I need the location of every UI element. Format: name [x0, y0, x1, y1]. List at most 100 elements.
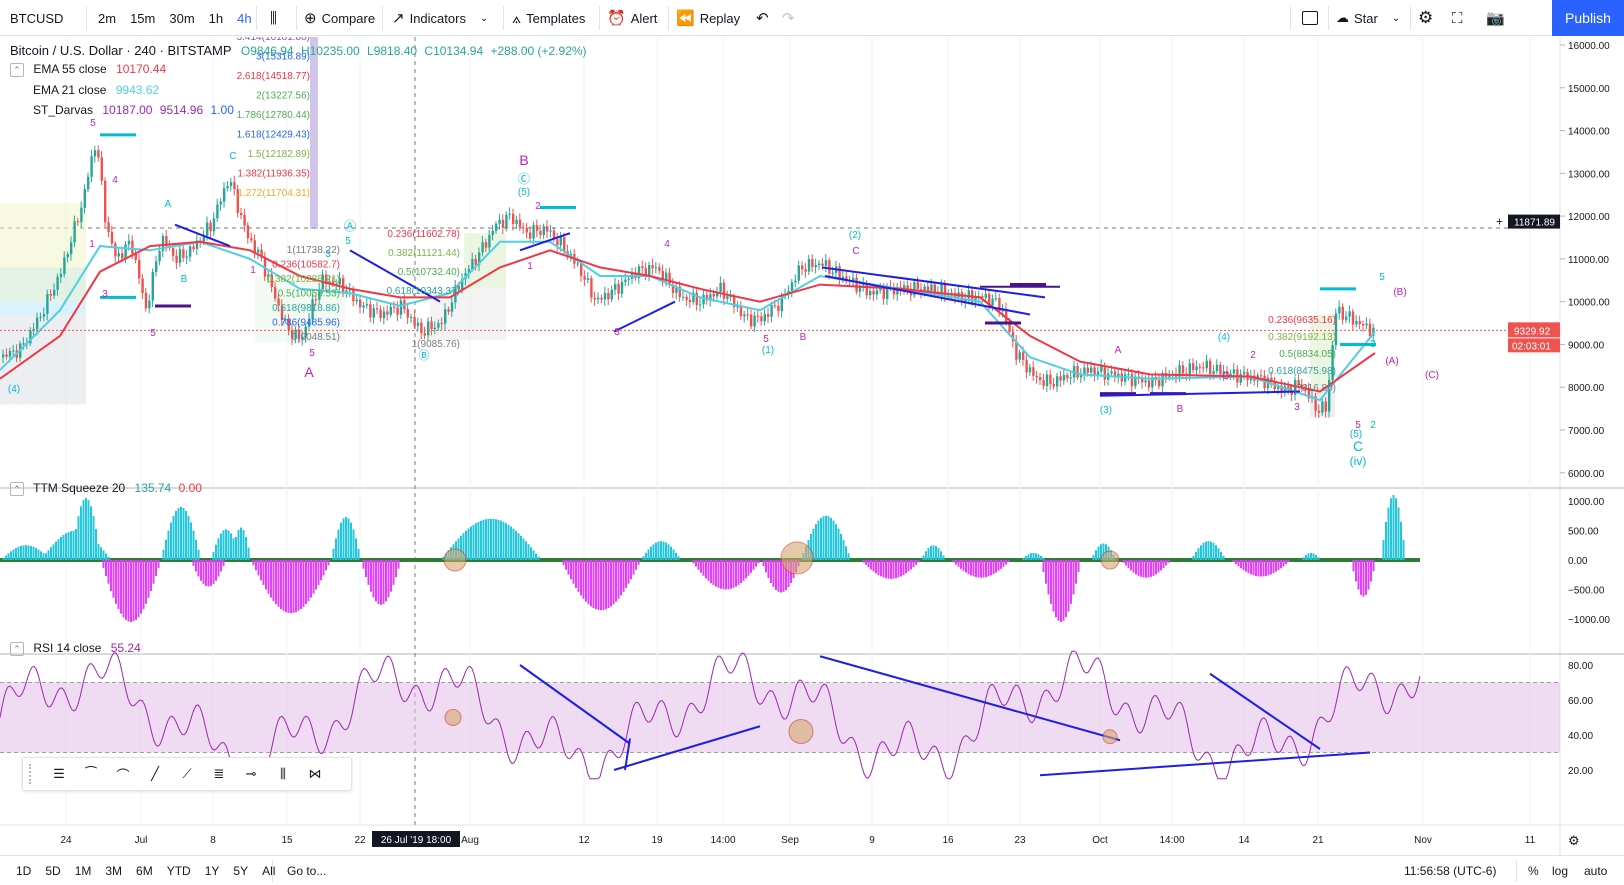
replay-button[interactable]: ⏪ Replay — [676, 0, 740, 36]
squeeze-bar — [772, 560, 775, 587]
collapse-icon[interactable]: ⌃ — [10, 481, 24, 496]
wave-label: A — [165, 199, 172, 210]
squeeze-bar — [485, 519, 487, 560]
squeeze-bar — [972, 560, 975, 577]
trend-lines[interactable] — [174, 223, 1301, 397]
drawing-toolbar[interactable]: ☰ ⁀ ⌒ ╱ ⟋ ≣ ⊸ ⫼ ⋈ — [22, 757, 352, 791]
squeeze-label: TTM Squeeze 20 — [33, 481, 126, 495]
range-1d[interactable]: 1D — [16, 864, 32, 878]
clock[interactable]: 11:56:58 (UTC-6) — [1404, 856, 1496, 885]
squeeze-bar — [1215, 545, 1217, 560]
snapshot-button[interactable]: 📷 — [1486, 0, 1510, 36]
rsi-legend[interactable]: ⌃ RSI 14 close 55.24 — [10, 641, 141, 656]
main-legend: Bitcoin / U.S. Dollar · 240 · BITSTAMP O… — [10, 43, 587, 58]
vertical-lines-icon[interactable]: ⫼ — [280, 766, 286, 781]
wave-label: Ⓑ — [419, 349, 430, 362]
interval-1h[interactable]: 1h — [208, 10, 224, 26]
darvas-v2: 9514.96 — [159, 103, 204, 117]
pattern-icon[interactable]: ⋈ — [308, 766, 322, 781]
layout-button[interactable] — [1302, 0, 1318, 36]
ema21-legend[interactable]: EMA 21 close 9943.62 — [33, 83, 159, 97]
divider — [1516, 860, 1517, 882]
squeeze-tick-label: 1000.00 — [1568, 497, 1605, 508]
range-6m[interactable]: 6M — [136, 864, 153, 878]
darvas-legend[interactable]: ST_Darvas 10187.00 9514.96 1.00 — [33, 103, 234, 117]
interval-4h[interactable]: 4h — [237, 10, 252, 26]
time-tick-label: 15 — [281, 835, 293, 846]
range-5y[interactable]: 5Y — [233, 864, 249, 878]
fib-label: 0.236(11602.78) — [387, 229, 460, 240]
symbol-search[interactable]: BTCUSD — [10, 0, 63, 36]
wave-abc-icon[interactable]: ⌒ — [116, 767, 130, 783]
ema55-legend[interactable]: ⌃ EMA 55 close 10170.44 — [10, 62, 166, 77]
fullscreen-button[interactable]: ⛶ — [1452, 0, 1468, 36]
squeeze-bar — [1275, 560, 1277, 572]
indicators-button[interactable]: ↗ Indicators ⌄ — [392, 0, 488, 36]
candle-body — [1032, 367, 1035, 376]
trend-line-icon[interactable]: ╱ — [151, 766, 159, 781]
squeeze-bar — [267, 560, 270, 594]
chart-area[interactable]: 3.414(16181.88) 3(15316.89) 2.618(14518.77… — [0, 32, 1624, 855]
candle-body — [301, 336, 304, 340]
redo-button[interactable]: ↷ — [782, 0, 800, 36]
squeeze-bar — [87, 500, 90, 560]
compare-button[interactable]: ⊕ Compare — [304, 0, 375, 36]
chart-type-button[interactable]: ⫼ — [270, 0, 282, 36]
log-toggle[interactable]: log — [1552, 856, 1568, 885]
range-1m[interactable]: 1M — [74, 864, 92, 878]
undo-button[interactable]: ↶ — [756, 0, 774, 36]
drag-handle[interactable] — [29, 764, 39, 784]
candle-body — [559, 236, 562, 246]
collapse-icon[interactable]: ⌃ — [10, 641, 24, 656]
interval-15m[interactable]: 15m — [130, 10, 156, 26]
squeeze-bar — [275, 560, 277, 605]
auto-toggle[interactable]: auto — [1584, 856, 1607, 885]
indicators-label: Indicators — [409, 10, 466, 26]
squeeze-bar — [1237, 560, 1240, 567]
wave-123-icon[interactable]: ⁀ — [85, 766, 97, 781]
range-5d[interactable]: 5D — [45, 864, 61, 878]
candle-body — [1141, 378, 1144, 383]
collapse-icon[interactable]: ⌃ — [10, 62, 24, 77]
interval-2m[interactable]: 2m — [98, 10, 117, 26]
candle-body — [158, 250, 161, 262]
squeeze-bar — [215, 544, 217, 560]
squeeze-bar — [1192, 555, 1195, 560]
range-1y[interactable]: 1Y — [204, 864, 220, 878]
alert-button[interactable]: ⏰ Alert — [607, 0, 657, 36]
ray-icon[interactable]: ⟋ — [182, 766, 192, 781]
squeeze-bar — [1075, 560, 1077, 584]
squeeze-bar — [350, 522, 352, 560]
candle-body — [549, 230, 552, 232]
lines-tool-icon[interactable]: ☰ — [53, 766, 65, 781]
fib-label: 1(9085.76) — [412, 339, 460, 350]
squeeze-bar — [357, 548, 360, 560]
squeeze-bar — [910, 560, 912, 570]
squeeze-bar — [75, 529, 77, 560]
squeeze-bar — [17, 546, 20, 560]
candle-body — [722, 282, 726, 299]
star-button[interactable]: ☁ Star ⌄ — [1336, 0, 1400, 36]
range-3m[interactable]: 3M — [105, 864, 123, 878]
wave-label: C — [229, 151, 236, 162]
interval-30m[interactable]: 30m — [169, 10, 195, 26]
goto-button[interactable]: Go to... — [287, 856, 326, 885]
squeeze-bar — [1157, 560, 1160, 573]
candle-body — [287, 319, 290, 331]
candle-body — [97, 150, 100, 158]
range-all[interactable]: All — [262, 864, 276, 878]
candle-body — [1083, 367, 1086, 375]
fib-retracement-icon[interactable]: ≣ — [213, 766, 225, 781]
horizontal-ray-icon[interactable]: ⊸ — [245, 766, 257, 781]
fib-label: 0.382(11121.44) — [388, 248, 460, 259]
chart-canvas[interactable]: 3.414(16181.88) 3(15316.89) 2.618(14518.77… — [0, 32, 1624, 855]
candle-body — [5, 354, 8, 357]
templates-button[interactable]: ⟑ Templates — [512, 0, 585, 36]
settings-button[interactable]: ⚙ — [1418, 0, 1438, 36]
squeeze-bar — [890, 560, 892, 579]
range-ytd[interactable]: YTD — [166, 864, 191, 878]
publish-button[interactable]: Publish — [1552, 0, 1624, 36]
percent-toggle[interactable]: % — [1528, 856, 1539, 885]
squeeze-bar — [1282, 560, 1285, 567]
squeeze-legend[interactable]: ⌃ TTM Squeeze 20 135.74 0.00 — [10, 481, 202, 496]
